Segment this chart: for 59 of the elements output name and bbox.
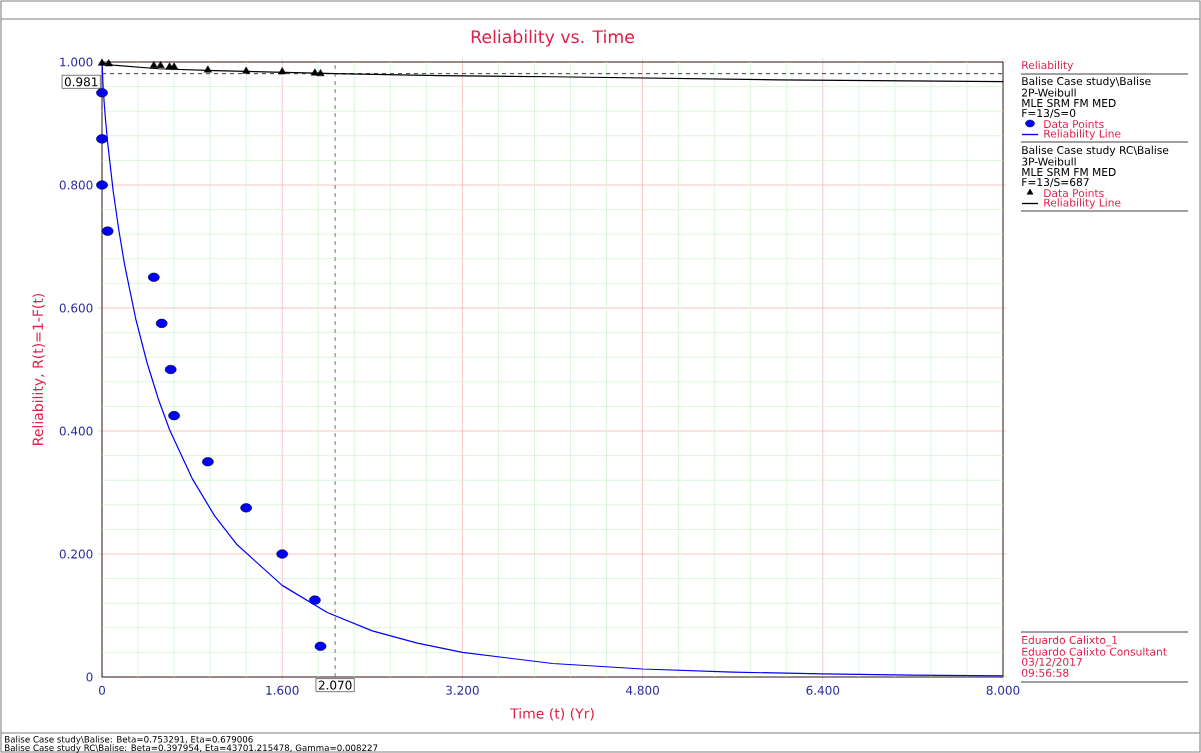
point <box>203 65 212 73</box>
point <box>278 67 287 75</box>
point <box>155 318 168 328</box>
point <box>98 58 106 66</box>
point <box>168 411 180 421</box>
x-axis-title: Time (t) (Yr) <box>510 707 594 721</box>
y-tick-label: 0 <box>86 672 93 682</box>
point <box>316 69 325 77</box>
legend-title: Reliability <box>1022 60 1074 72</box>
text: F=13/S=0 <box>1022 109 1076 118</box>
y-tick-label: 0.400 <box>59 426 93 436</box>
legend-label: Data Points <box>1044 188 1104 198</box>
point <box>149 61 158 69</box>
y-tick-label: 0.600 <box>59 303 93 313</box>
legend-label: Reliability Line <box>1044 198 1121 209</box>
text: Balise Case study RC\Balise: Beta=0.397954, Eta=43701.215478, Gamma=0.008227 <box>5 744 378 753</box>
y-tick-label: 0.200 <box>59 549 93 559</box>
y-tick-label: 1.000 <box>60 57 93 67</box>
ref-line-label: 0.981 <box>64 77 98 87</box>
point <box>170 62 179 70</box>
point <box>148 272 160 282</box>
point <box>202 457 214 467</box>
legend-label: Data Points <box>1044 119 1104 129</box>
point <box>96 134 108 144</box>
text: Balise Case study RC\Balise <box>1022 145 1169 157</box>
text: 3P-Weibull <box>1022 157 1076 166</box>
text: 2P-Weibull <box>1022 88 1076 97</box>
x-tick-label: 0 <box>98 685 106 695</box>
point <box>310 68 319 76</box>
y-tick-label: 0.800 <box>59 180 93 190</box>
point <box>242 66 251 74</box>
x-tick-label: 3.200 <box>446 685 479 695</box>
point <box>156 61 165 69</box>
text: Balise Case study\Balise <box>1022 76 1151 88</box>
text: Eduardo Calixto Consultant <box>1022 647 1167 656</box>
text: MLE SRM FM MED <box>1022 167 1116 177</box>
point <box>276 549 289 559</box>
text: Balise Case study\Balise: Beta=0.753291, Eta=0.679006 <box>5 735 253 745</box>
legend-label: Reliability Line <box>1044 129 1121 140</box>
point <box>164 364 177 375</box>
x-tick-label: 1.600 <box>266 685 299 695</box>
point <box>104 59 113 67</box>
point <box>314 641 327 651</box>
x-tick-label: 6.400 <box>806 685 840 695</box>
chart-title: Reliability vs. Time <box>471 29 634 47</box>
ref-line-label: 2.070 <box>318 680 352 690</box>
point <box>309 595 321 605</box>
text: 09:56:58 <box>1021 668 1069 677</box>
text: MLE SRM FM MED <box>1022 98 1116 108</box>
y-axis-title: Reliability, R(t)=1-F(t) <box>32 293 46 445</box>
point <box>96 180 108 190</box>
text: 03/12/2017 <box>1021 657 1082 667</box>
point <box>240 503 252 513</box>
x-tick-label: 8.000 <box>986 685 1020 695</box>
point <box>96 88 108 98</box>
x-tick-label: 4.800 <box>626 685 659 695</box>
text: Eduardo Calixto_1 <box>1022 635 1118 647</box>
point <box>101 226 114 236</box>
text: F=13/S=687 <box>1022 178 1089 187</box>
